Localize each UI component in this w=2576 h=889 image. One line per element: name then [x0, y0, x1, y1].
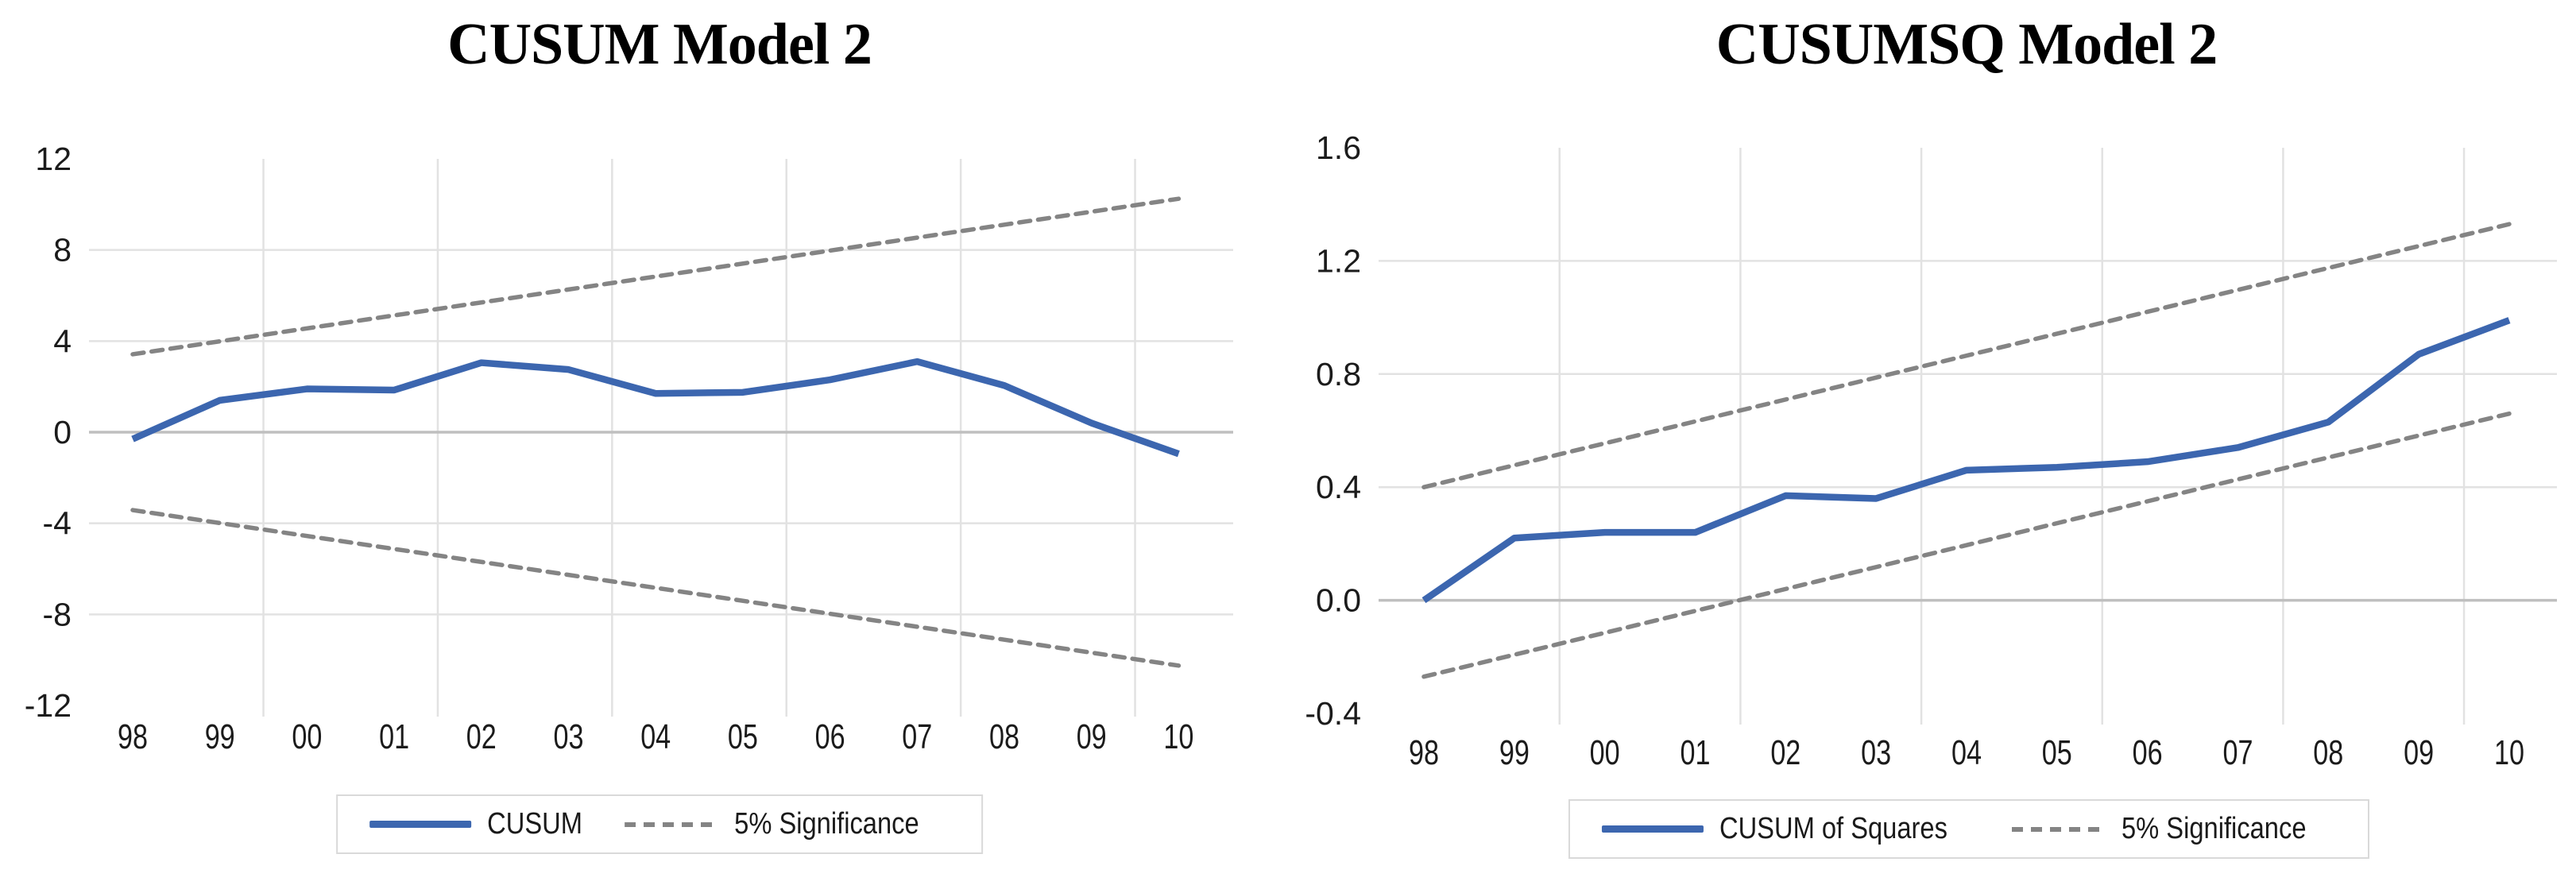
legend-label: 5% Significance: [734, 807, 920, 841]
dashed-line-swatch-icon: [625, 821, 719, 827]
x-axis-tick-label: 08: [2313, 733, 2343, 772]
y-axis-tick-label: -12: [25, 687, 72, 724]
legend-label: CUSUM: [487, 807, 582, 841]
x-axis-tick-label: 07: [2222, 733, 2253, 772]
y-axis-tick-label: 0.4: [1316, 469, 1361, 505]
x-axis-tick-label: 08: [989, 717, 1019, 756]
x-axis-tick-label: 02: [1770, 733, 1800, 772]
dashed-line-swatch-icon: [2011, 826, 2106, 832]
y-axis-tick-label: 1.6: [1316, 129, 1361, 166]
series-line: [131, 358, 1180, 458]
x-axis-tick-label: 05: [728, 717, 758, 756]
x-axis-tick-label: 03: [1861, 733, 1891, 772]
cusumsq-plot-area: 1.6 1.2 0.8 0.4 0.0 -0.4 98 99 00 01 02 03 04 05 06 07 0…: [1305, 129, 2557, 772]
chart-cusum: CUSUM Model 2 12 8 4 0 -4 -8 -12 98 99 00 01 02 03 04…: [0, 0, 1271, 889]
y-axis-tick-label: 0.8: [1316, 356, 1361, 392]
y-axis-tick-label: 1.2: [1316, 242, 1361, 279]
x-axis-tick-label: 07: [902, 717, 932, 756]
chart-cusumsq: CUSUMSQ Model 2 1.6 1.2 0.8 0.4 0.0 -0.4 98 99 0…: [1271, 0, 2576, 889]
x-axis-tick-label: 09: [1077, 717, 1107, 756]
legend-item: CUSUM of Squares: [1601, 812, 1985, 846]
solid-line-swatch-icon: [369, 821, 472, 828]
x-axis-tick-label: 01: [379, 717, 409, 756]
y-axis-tick-label: -0.4: [1305, 695, 1361, 732]
x-axis-tick-label: 05: [2042, 733, 2072, 772]
legend-label: CUSUM of Squares: [1719, 812, 1947, 845]
x-axis-tick-label: 10: [1163, 717, 1193, 756]
x-axis-tick-label: 04: [1951, 733, 1982, 772]
x-axis-tick-label: 00: [1590, 733, 1620, 772]
y-axis-tick-label: 0: [53, 414, 72, 450]
cusumsq-chart-title: CUSUMSQ Model 2: [1715, 12, 2218, 77]
significance-lower-line: [1421, 411, 2512, 679]
y-axis-tick-label: -4: [43, 505, 72, 542]
legend-item: CUSUM: [369, 807, 598, 841]
y-axis-tick-label: 12: [35, 141, 72, 177]
x-axis-tick-label: 01: [1680, 733, 1710, 772]
legend-label: 5% Significance: [2121, 812, 2307, 845]
x-axis-tick-label: 99: [1499, 733, 1530, 772]
y-axis-tick-label: 8: [53, 232, 72, 269]
significance-lower-line: [130, 508, 1182, 668]
x-axis-tick-label: 09: [2404, 733, 2434, 772]
cusum-chart-title: CUSUM Model 2: [447, 12, 872, 77]
y-axis-tick-label: 4: [53, 323, 72, 359]
legend-item: 5% Significance: [625, 807, 949, 841]
cusumsq-legend: CUSUM of Squares 5% Significance: [1568, 799, 2370, 859]
x-axis-tick-label: 00: [292, 717, 322, 756]
y-axis-tick-label: -8: [43, 596, 72, 632]
legend-item: 5% Significance: [2011, 812, 2336, 846]
x-axis-tick-label: 03: [554, 717, 584, 756]
series-line: [1421, 317, 2511, 604]
cusum-legend: CUSUM 5% Significance: [336, 794, 983, 854]
x-axis-tick-label: 99: [205, 717, 235, 756]
cusum-plot-area: 12 8 4 0 -4 -8 -12 98 99 00 01 02 03 04 05 06 07 08 09 10: [25, 141, 1233, 756]
significance-upper-line: [1421, 222, 2512, 489]
x-axis-tick-label: 02: [466, 717, 497, 756]
x-axis-tick-label: 98: [1409, 733, 1439, 772]
y-axis-tick-label: 0.0: [1316, 582, 1361, 619]
x-axis-tick-label: 06: [2133, 733, 2163, 772]
solid-line-swatch-icon: [1601, 825, 1704, 833]
x-axis-tick-label: 04: [640, 717, 671, 756]
x-axis-tick-label: 98: [118, 717, 148, 756]
significance-upper-line: [130, 196, 1182, 357]
x-axis-tick-label: 10: [2494, 733, 2524, 772]
x-axis-tick-label: 06: [815, 717, 845, 756]
